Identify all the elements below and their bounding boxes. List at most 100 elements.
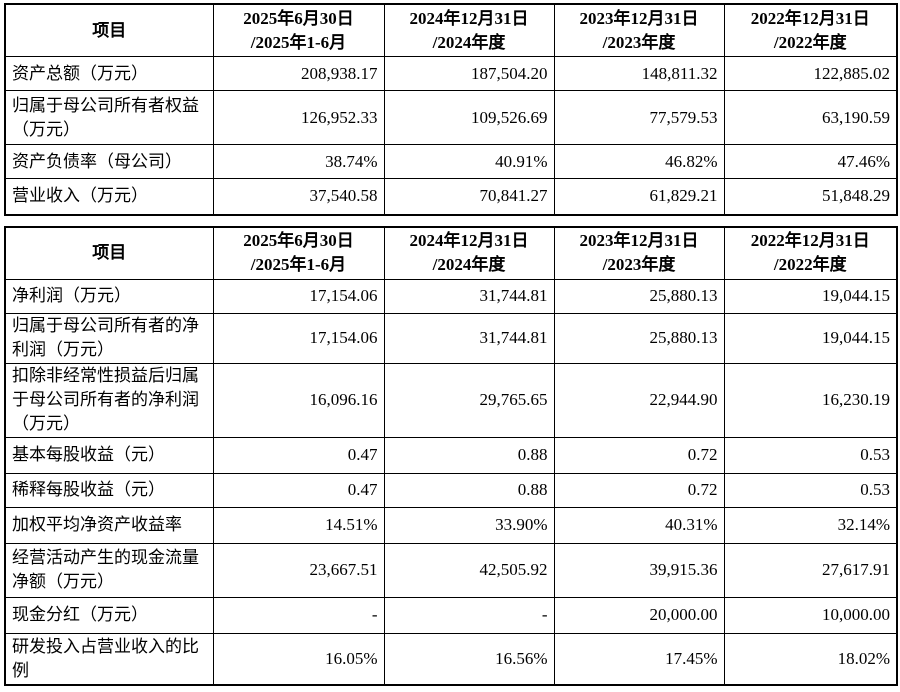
header-cell: 2025年6月30日/2025年1-6月 [212, 3, 385, 57]
value-cell: 32.14% [723, 506, 898, 544]
value-cell: 17,154.06 [212, 278, 385, 314]
data-table: 项目 2025年6月30日/2025年1-6月 2024年12月31日/2024年度… [4, 225, 898, 686]
value-cell: 208,938.17 [212, 56, 385, 91]
header-cell: 项目 [4, 226, 214, 280]
header-text: 2023年12月31日 [579, 231, 699, 250]
row-label: 稀释每股收益（元） [4, 472, 214, 508]
header-row: 项目 2025年6月30日/2025年1-6月 2024年12月31日/2024年度… [4, 226, 898, 280]
row-label: 净利润（万元） [4, 278, 214, 314]
row-label: 现金分红（万元） [4, 596, 214, 634]
data-row: 研发投入占营业收入的比例 16.05% 16.56% 17.45% 18.02% [4, 632, 898, 686]
value-cell: 40.31% [553, 506, 725, 544]
value-cell: 17.45% [553, 632, 725, 686]
value-cell: 20,000.00 [553, 596, 725, 634]
value-cell: 18.02% [723, 632, 898, 686]
header-cell: 2022年12月31日/2022年度 [723, 3, 898, 57]
header-text: 2022年12月31日 [750, 8, 870, 28]
header-cell: 2022年12月31日/2022年度 [723, 226, 898, 280]
value-cell: 25,880.13 [553, 278, 725, 314]
value-cell: 51,848.29 [723, 178, 898, 215]
data-row: 归属于母公司所有者权益（万元） 126,952.33 109,526.69 77,57… [4, 90, 898, 145]
value-cell: 31,744.81 [383, 278, 555, 314]
value-cell: 46.82% [553, 144, 725, 179]
value-cell: 70,841.27 [383, 178, 555, 215]
value-cell: 23,667.51 [212, 542, 385, 598]
data-row: 加权平均净资产收益率 14.51% 33.90% 40.31% 32.14% [4, 506, 898, 544]
value-cell: 19,044.15 [723, 312, 898, 364]
data-row: 现金分红（万元） - -20,000.00 10,000.00 [4, 596, 898, 634]
row-label: 营业收入（万元） [4, 178, 214, 215]
tables: 项目 2025年6月30日/2025年1-6月 2024年12月31日/2024年度… [4, 3, 898, 686]
value-cell: 10,000.00 [723, 596, 898, 634]
header-text: 2024年12月31日 [409, 231, 529, 250]
header-cell: 2023年12月31日/2023年度 [553, 226, 725, 280]
value-cell: 122,885.02 [723, 56, 898, 91]
header-text: /2024年度 [432, 255, 506, 274]
value-cell: 63,190.59 [723, 90, 898, 145]
data-table: 项目 2025年6月30日/2025年1-6月 2024年12月31日/2024年度… [4, 3, 898, 216]
header-cell: 2025年6月30日/2025年1-6月 [212, 226, 385, 280]
data-row: 资产总额（万元） 208,938.17 187,504.20 148,811.32 12… [4, 56, 898, 91]
value-cell: 0.53 [723, 472, 898, 508]
row-label: 资产总额（万元） [4, 56, 214, 91]
row-label: 资产负债率（母公司） [4, 144, 214, 179]
data-row: 净利润（万元） 17,154.06 31,744.81 25,880.13 19,044… [4, 278, 898, 314]
value-cell: 187,504.20 [383, 56, 555, 91]
value-cell: 109,526.69 [383, 90, 555, 145]
value-cell: 38.74% [212, 144, 385, 179]
value-cell: 37,540.58 [212, 178, 385, 215]
header-row: 项目 2025年6月30日/2025年1-6月 2024年12月31日/2024年度… [4, 3, 898, 57]
data-row: 扣除非经常性损益后归属于母公司所有者的净利润（万元） 16,096.16 29,76… [4, 362, 898, 438]
row-label: 研发投入占营业收入的比例 [4, 632, 214, 686]
row-label: 归属于母公司所有者权益（万元） [4, 90, 214, 145]
value-cell: 39,915.36 [553, 542, 725, 598]
value-cell: 40.91% [383, 144, 555, 179]
value-cell: 16.56% [383, 632, 555, 686]
header-text: 2024年12月31日 [409, 8, 529, 28]
header-text: 2025年6月30日 [243, 231, 354, 250]
value-cell: 25,880.13 [553, 312, 725, 364]
value-cell: 17,154.06 [212, 312, 385, 364]
value-cell: 148,811.32 [553, 56, 725, 91]
value-cell: 0.72 [553, 472, 725, 508]
value-cell: 42,505.92 [383, 542, 555, 598]
header-cell: 项目 [4, 3, 214, 57]
value-cell: 47.46% [723, 144, 898, 179]
value-cell: 22,944.90 [553, 362, 725, 438]
header-cell: 2023年12月31日/2023年度 [553, 3, 725, 57]
header-text: /2025年1-6月 [250, 255, 347, 274]
value-cell: 31,744.81 [383, 312, 555, 364]
header-cell: 2024年12月31日/2024年度 [383, 226, 555, 280]
value-cell: 27,617.91 [723, 542, 898, 598]
value-cell: 0.47 [212, 472, 385, 508]
value-cell: 61,829.21 [553, 178, 725, 215]
data-row: 营业收入（万元） 37,540.58 70,841.27 61,829.21 51,84… [4, 178, 898, 215]
value-cell: 19,044.15 [723, 278, 898, 314]
header-text: 项目 [92, 243, 127, 262]
value-cell: 14.51% [212, 506, 385, 544]
value-cell: - [383, 596, 555, 634]
row-label: 基本每股收益（元） [4, 436, 214, 474]
header-text: 2025年6月30日 [243, 8, 354, 28]
value-cell: 29,765.65 [383, 362, 555, 438]
value-cell: 16,096.16 [212, 362, 385, 438]
row-label: 归属于母公司所有者的净利润（万元） [4, 312, 214, 364]
value-cell: 0.53 [723, 436, 898, 474]
value-cell: 16.05% [212, 632, 385, 686]
value-cell: 0.88 [383, 472, 555, 508]
data-row: 经营活动产生的现金流量净额（万元） 23,667.51 42,505.92 39,91… [4, 542, 898, 598]
header-text: /2023年度 [602, 32, 676, 52]
header-text: /2022年度 [773, 255, 847, 274]
data-row: 归属于母公司所有者的净利润（万元） 17,154.06 31,744.81 25,88… [4, 312, 898, 364]
header-text: /2022年度 [773, 32, 847, 52]
value-cell: 77,579.53 [553, 90, 725, 145]
value-cell: 33.90% [383, 506, 555, 544]
value-cell: 0.47 [212, 436, 385, 474]
value-cell: - [212, 596, 385, 634]
header-text: /2024年度 [432, 32, 506, 52]
value-cell: 0.72 [553, 436, 725, 474]
row-label: 经营活动产生的现金流量净额（万元） [4, 542, 214, 598]
data-row: 资产负债率（母公司） 38.74% 40.91% 46.82% 47.46% [4, 144, 898, 179]
header-cell: 2024年12月31日/2024年度 [383, 3, 555, 57]
